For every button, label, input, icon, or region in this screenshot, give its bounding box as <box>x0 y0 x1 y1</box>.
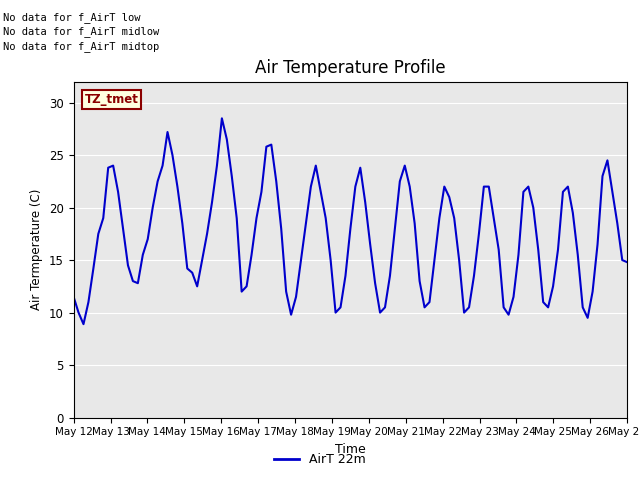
Title: Air Temperature Profile: Air Temperature Profile <box>255 59 445 77</box>
X-axis label: Time: Time <box>335 443 366 456</box>
Y-axis label: Air Termperature (C): Air Termperature (C) <box>31 189 44 310</box>
Text: TZ_tmet: TZ_tmet <box>84 93 138 106</box>
Text: No data for f_AirT low: No data for f_AirT low <box>3 12 141 23</box>
Text: No data for f_AirT midtop: No data for f_AirT midtop <box>3 41 159 52</box>
Text: No data for f_AirT midlow: No data for f_AirT midlow <box>3 26 159 37</box>
Legend: AirT 22m: AirT 22m <box>269 448 371 471</box>
